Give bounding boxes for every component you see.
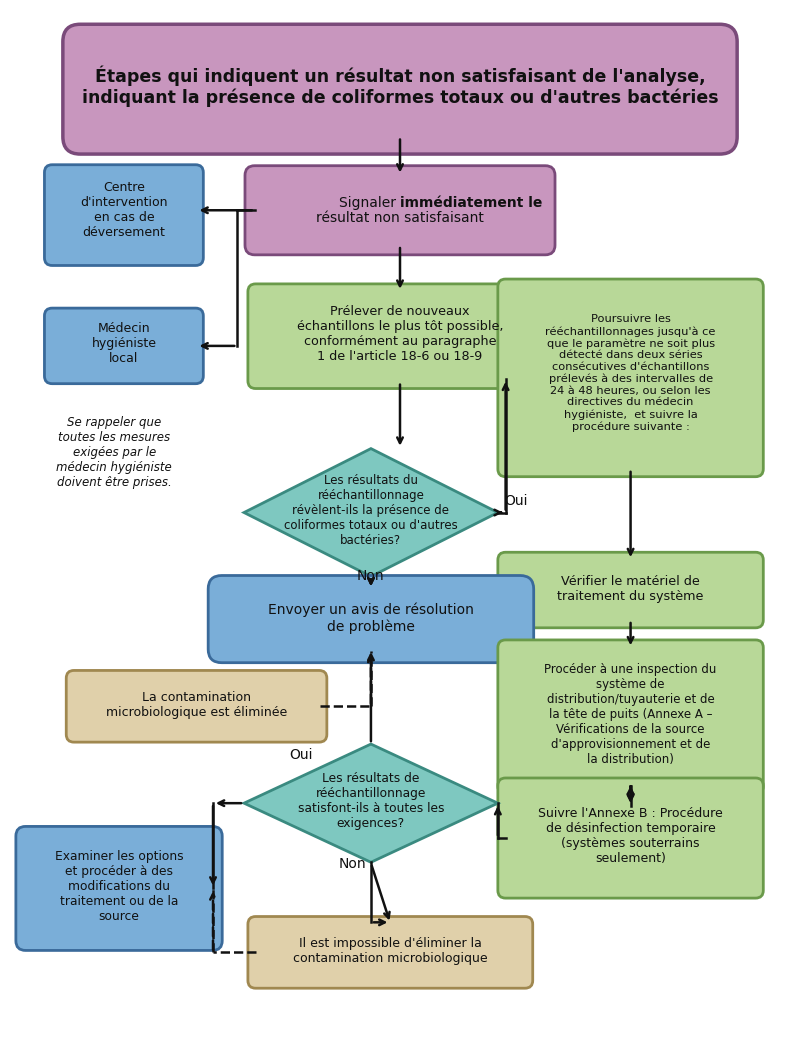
Text: Oui: Oui — [290, 748, 313, 762]
Text: Prélever de nouveaux
échantillons le plus tôt possible,
conformément au paragrap: Prélever de nouveaux échantillons le plu… — [297, 306, 503, 363]
FancyBboxPatch shape — [248, 284, 552, 388]
Text: Signaler: Signaler — [338, 196, 400, 209]
Text: Oui: Oui — [505, 494, 528, 508]
Text: Médecin
hygiéniste
local: Médecin hygiéniste local — [91, 323, 156, 365]
FancyBboxPatch shape — [498, 640, 763, 794]
Text: Les résultats de
rééchantillonnage
satisfont-ils à toutes les
exigences?: Les résultats de rééchantillonnage satis… — [298, 772, 444, 831]
FancyBboxPatch shape — [16, 826, 222, 950]
FancyBboxPatch shape — [63, 24, 737, 154]
FancyBboxPatch shape — [45, 165, 203, 266]
Text: Il est impossible d'éliminer la
contamination microbiologique: Il est impossible d'éliminer la contamin… — [293, 937, 488, 965]
FancyBboxPatch shape — [498, 279, 763, 477]
Text: Non: Non — [338, 857, 366, 871]
FancyBboxPatch shape — [245, 166, 555, 255]
Text: résultat non satisfaisant: résultat non satisfaisant — [316, 211, 484, 225]
Text: La contamination
microbiologique est éliminée: La contamination microbiologique est éli… — [106, 691, 287, 719]
Text: Examiner les options
et procéder à des
modifications du
traitement ou de la
sour: Examiner les options et procéder à des m… — [54, 850, 183, 923]
Text: Suivre l'Annexe B : Procédure
de désinfection temporaire
(systèmes souterrains
s: Suivre l'Annexe B : Procédure de désinfe… — [538, 807, 723, 865]
Text: Vérifier le matériel de
traitement du système: Vérifier le matériel de traitement du sy… — [558, 576, 704, 603]
Text: immédiatement le: immédiatement le — [400, 196, 542, 209]
FancyBboxPatch shape — [248, 916, 533, 988]
Text: Centre
d'intervention
en cas de
déversement: Centre d'intervention en cas de déversem… — [80, 181, 168, 239]
Text: Envoyer un avis de résolution
de problème: Envoyer un avis de résolution de problèm… — [268, 602, 474, 634]
Text: Poursuivre les
rééchantillonnages jusqu'à ce
que le paramètre ne soit plus
détec: Poursuivre les rééchantillonnages jusqu'… — [546, 314, 716, 432]
Text: Se rappeler que
toutes les mesures
exigées par le
médecin hygiéniste
doivent êtr: Se rappeler que toutes les mesures exigé… — [56, 416, 172, 489]
Text: Procéder à une inspection du
système de
distribution/tuyauterie et de
la tête de: Procéder à une inspection du système de … — [544, 662, 717, 766]
FancyBboxPatch shape — [208, 576, 534, 662]
Text: Étapes qui indiquent un résultat non satisfaisant de l'analyse,
indiquant la pré: Étapes qui indiquent un résultat non sat… — [82, 66, 718, 107]
Text: Les résultats du
rééchantillonnage
révèlent-ils la présence de
coliformes totaux: Les résultats du rééchantillonnage révèl… — [284, 474, 458, 547]
FancyBboxPatch shape — [498, 778, 763, 898]
FancyBboxPatch shape — [45, 308, 203, 384]
Polygon shape — [244, 744, 498, 862]
Polygon shape — [244, 449, 498, 577]
FancyBboxPatch shape — [66, 671, 327, 742]
Text: Non: Non — [357, 569, 385, 583]
FancyBboxPatch shape — [498, 552, 763, 627]
